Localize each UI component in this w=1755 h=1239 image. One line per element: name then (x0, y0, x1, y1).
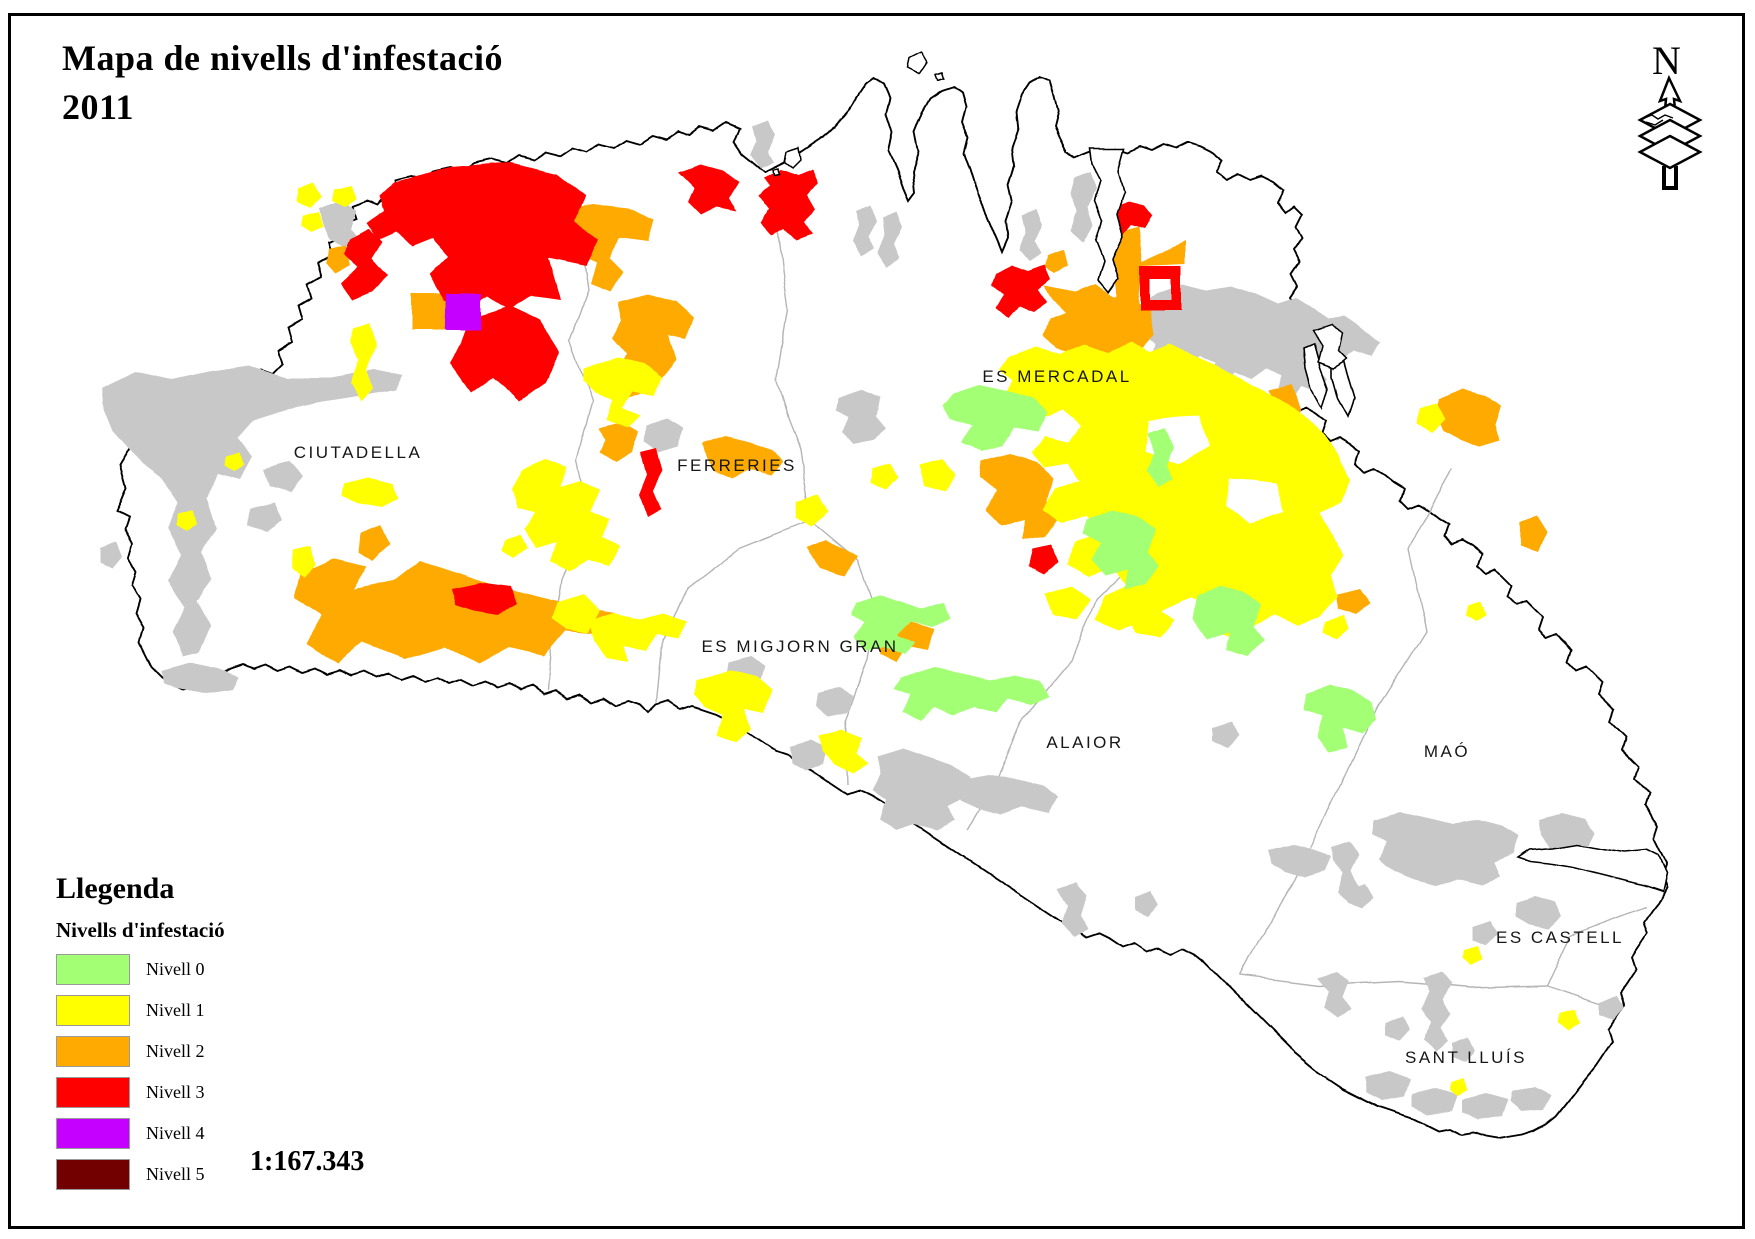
red-square-patch (1140, 266, 1182, 312)
municipality-label-ferreries: FERRERIES (677, 456, 797, 475)
legend-label-nivell0: Nivell 0 (146, 958, 205, 979)
page-title: Mapa de nivells d'infestació 2011 (62, 34, 503, 131)
legend-swatch-nivell4 (56, 1117, 130, 1149)
level-0-patches (850, 384, 1376, 752)
legend-item-nivell2: Nivell 2 (56, 1035, 225, 1067)
legend-swatch-nivell5 (56, 1158, 130, 1190)
legend-label-nivell1: Nivell 1 (146, 999, 205, 1020)
municipality-label-alaior: ALAIOR (1046, 733, 1123, 752)
legend-item-nivell1: Nivell 1 (56, 994, 225, 1026)
municipality-label-es-migjorn-gran: ES MIGJORN GRAN (701, 637, 898, 656)
level-4-patches (446, 294, 480, 330)
map-layers-detail (1643, 114, 1674, 126)
legend-label-nivell2: Nivell 2 (146, 1040, 205, 1061)
legend-swatch-nivell2 (56, 1035, 130, 1067)
legend-swatch-nivell0 (56, 953, 130, 985)
legend-heading: Llegenda (56, 872, 175, 905)
sea-inlets (1089, 147, 1667, 894)
legend-swatch-nivell1 (56, 994, 130, 1026)
legend-item-nivell5: Nivell 5 (56, 1158, 225, 1190)
north-label: N (1652, 38, 1681, 83)
mao-harbour (1516, 843, 1667, 894)
legend-item-nivell3: Nivell 3 (56, 1076, 225, 1108)
legend: Llegenda Nivells d'infestació Nivell 0 N… (56, 872, 225, 1190)
legend-label-nivell4: Nivell 4 (146, 1122, 205, 1143)
north-arrow-base (1662, 166, 1678, 190)
legend-label-nivell5: Nivell 5 (146, 1163, 205, 1184)
addaia-inlet-1 (1303, 342, 1329, 411)
islets (771, 51, 1348, 369)
map-layers-icon (1637, 102, 1703, 170)
scale-text: 1:167.343 (250, 1146, 365, 1177)
municipality-label-sant-lluis: SANT LLUÍS (1405, 1048, 1527, 1067)
legend-item-nivell0: Nivell 0 (56, 953, 225, 985)
purple-square-patch (446, 294, 480, 330)
municipality-label-ciutadella: CIUTADELLA (294, 443, 423, 462)
legend-item-nivell4: Nivell 4 (56, 1117, 225, 1149)
municipality-label-mao: MAÓ (1424, 742, 1470, 761)
legend-subheading: Nivells d'infestació (56, 918, 225, 942)
municipality-labels: CIUTADELLA FERRERIES ES MERCADAL ES MIGJ… (294, 367, 1624, 1067)
legend-swatch-nivell3 (56, 1076, 130, 1108)
municipality-label-es-castell: ES CASTELL (1496, 928, 1624, 947)
municipality-label-es-mercadal: ES MERCADAL (982, 367, 1131, 386)
level-1-patches (176, 182, 1580, 1096)
urban-area-patches (100, 122, 1624, 1120)
legend-label-nivell3: Nivell 3 (146, 1081, 205, 1102)
title-line2: 2011 (62, 86, 135, 127)
north-arrow-icon: N (1637, 38, 1703, 190)
fornells-bay (1089, 147, 1126, 294)
title-line1: Mapa de nivells d'infestació (62, 38, 504, 78)
